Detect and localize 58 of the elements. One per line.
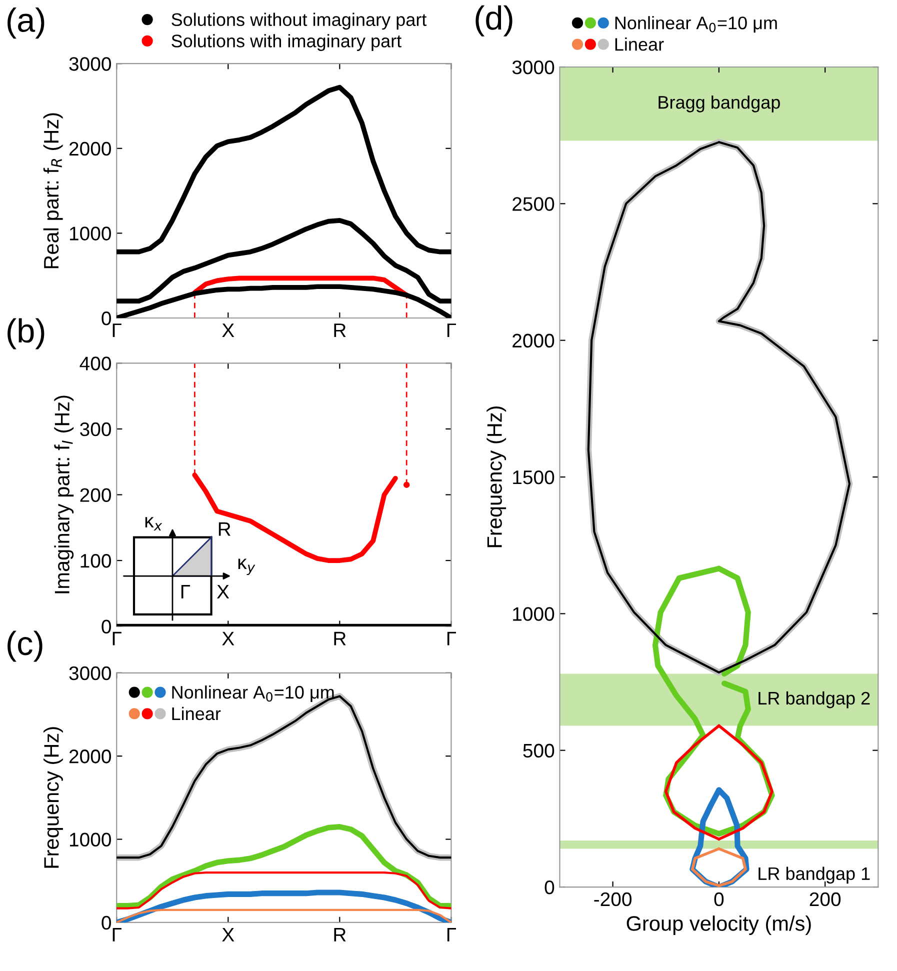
x-tick-label: 200 bbox=[810, 892, 841, 906]
x-tick-label: Γ bbox=[112, 324, 122, 337]
y-tick-label: 0 bbox=[544, 880, 554, 894]
band-label: LR bandgap 2 bbox=[758, 691, 870, 708]
y-tick-label: 2000 bbox=[69, 142, 111, 156]
y-tick-label: 400 bbox=[80, 356, 111, 370]
annotation: κ$_{x}$ bbox=[145, 517, 162, 531]
x-tick-label: Γ bbox=[447, 324, 456, 337]
x-tick-label: R bbox=[334, 928, 346, 942]
text: (b) bbox=[8, 318, 44, 350]
y-tick-label: 1500 bbox=[513, 470, 554, 484]
x-tick-label: X bbox=[222, 324, 234, 337]
x-tick-label: Γ bbox=[447, 928, 456, 942]
x-tick-label: Γ bbox=[112, 928, 122, 942]
band-label: LR bandgap 1 bbox=[758, 866, 870, 884]
x-tick-label: 0 bbox=[714, 892, 724, 906]
legend-label: Solutions without imaginary part bbox=[172, 12, 427, 30]
y-tick-label: 1000 bbox=[70, 832, 111, 847]
y-tick-label: 2500 bbox=[512, 197, 554, 211]
y-tick-label: 0 bbox=[102, 620, 111, 634]
text: (d) bbox=[476, 5, 512, 36]
y-tick-label: 1000 bbox=[513, 607, 554, 621]
y-tick-label: 3000 bbox=[512, 60, 554, 74]
x-tick-label: R bbox=[334, 632, 346, 646]
x-tick-label: X bbox=[222, 928, 234, 942]
legend-label: Linear bbox=[172, 706, 221, 720]
y-tick-label: 2000 bbox=[69, 750, 111, 764]
text: (c) bbox=[8, 630, 42, 662]
legend-label: Nonlinear A$_{0}$=10 μm bbox=[615, 16, 777, 33]
annotation: R bbox=[218, 522, 230, 536]
y-axis-title: Imaginary part: f$_{I}$ (Hz) bbox=[54, 396, 74, 594]
y-tick-label: 500 bbox=[523, 744, 554, 758]
y-tick-label: 0 bbox=[102, 311, 111, 326]
y-axis-title: Frequency (Hz) bbox=[486, 406, 506, 548]
annotation: X bbox=[216, 585, 230, 598]
y-tick-label: 300 bbox=[80, 422, 111, 436]
legend-label: Nonlinear A$_{0}$=10 μm bbox=[172, 685, 334, 702]
legend-label: Linear bbox=[615, 38, 664, 51]
y-tick-label: 100 bbox=[80, 554, 111, 568]
y-tick-label: 3000 bbox=[69, 57, 111, 71]
y-tick-label: 0 bbox=[102, 916, 111, 930]
text: (a) bbox=[8, 8, 44, 39]
x-tick-label: Γ bbox=[112, 632, 122, 646]
annotation: Γ bbox=[181, 585, 190, 598]
annotation: κ$_{y}$ bbox=[238, 558, 256, 576]
x-tick-label: X bbox=[222, 632, 234, 646]
x-axis-title: Group velocity (m/s) bbox=[626, 916, 811, 935]
y-tick-label: 200 bbox=[80, 488, 111, 502]
y-tick-label: 1000 bbox=[70, 226, 111, 240]
y-tick-label: 2000 bbox=[512, 334, 554, 348]
band-label: Bragg bandgap bbox=[658, 95, 780, 112]
x-tick-label: -200 bbox=[594, 892, 632, 906]
y-tick-label: 3000 bbox=[69, 666, 111, 680]
y-axis-title: Real part: f$_{R}$ (Hz) bbox=[43, 113, 63, 268]
legend-label: Solutions with imaginary part bbox=[172, 34, 402, 51]
y-axis-title: Frequency (Hz) bbox=[44, 727, 63, 868]
x-tick-label: Γ bbox=[447, 632, 456, 646]
x-tick-label: R bbox=[334, 324, 346, 337]
